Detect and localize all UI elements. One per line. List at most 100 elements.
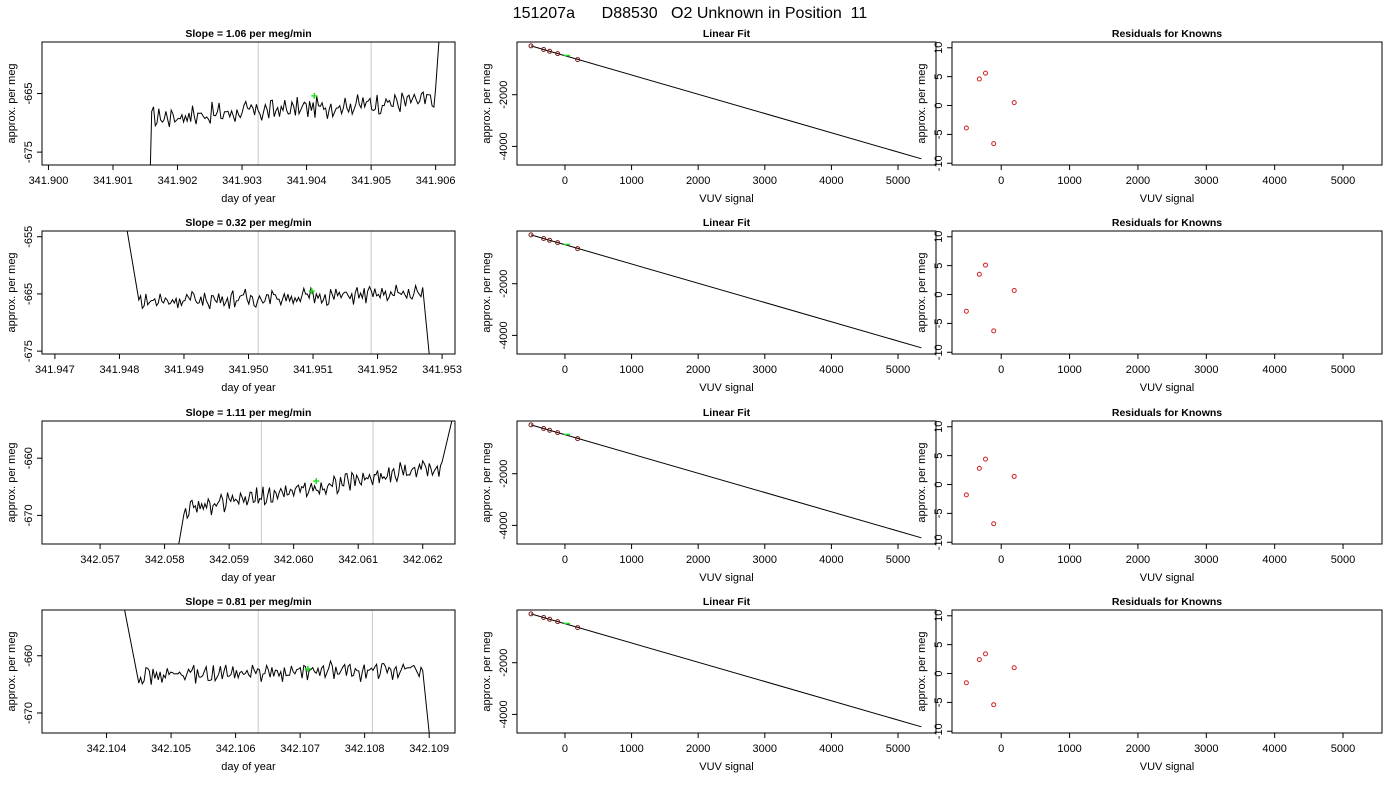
x-tick-label: 5000 <box>886 554 910 566</box>
known-point <box>575 625 581 631</box>
x-tick-label: 341.952 <box>358 364 398 376</box>
x-tick-label: 4000 <box>1262 364 1286 376</box>
panel-r3-resid: Residuals for Knowns 0 1000 2000 3000 4000 500… <box>916 407 1383 584</box>
y-tick-label: -5 <box>933 130 945 140</box>
panel-r3-time: Slope = 1.11 per meg/min 342.057 342.058 34… <box>6 407 456 584</box>
panel-title: Residuals for Knowns <box>1112 217 1222 229</box>
panel-r2-resid: Residuals for Knowns 0 1000 2000 3000 4000 500… <box>916 217 1383 394</box>
y-tick-label: -4000 <box>498 321 510 349</box>
plot-frame <box>516 420 937 545</box>
y-tick-label: -2000 <box>498 81 510 109</box>
y-axis-label: approx. per meg <box>481 442 493 522</box>
x-tick-label: 3000 <box>753 175 777 187</box>
x-tick-label: 2000 <box>1126 175 1150 187</box>
x-tick-label: 342.108 <box>345 743 385 755</box>
plot-frame <box>516 609 937 734</box>
x-tick-label: 4000 <box>819 554 843 566</box>
x-axis-label: day of year <box>221 382 276 394</box>
residual-point <box>991 521 997 527</box>
y-axis-label: approx. per meg <box>916 252 928 332</box>
y-tick-label: -2000 <box>498 460 510 488</box>
plot-area <box>149 42 440 165</box>
x-tick-label: 342.059 <box>209 554 249 566</box>
known-point <box>528 232 534 238</box>
x-tick-label: 3000 <box>753 743 777 755</box>
plot-frame <box>951 41 1383 166</box>
y-tick-label: 10 <box>933 421 945 433</box>
y-axis-label: approx. per meg <box>6 442 18 522</box>
known-point <box>528 611 534 617</box>
residual-point <box>982 70 988 76</box>
fit-line <box>530 424 922 539</box>
x-tick-label: 3000 <box>753 554 777 566</box>
y-axis-label: approx. per meg <box>916 631 928 711</box>
residual-point <box>1011 665 1017 671</box>
data-trace <box>126 231 430 354</box>
x-tick-label: 4000 <box>819 364 843 376</box>
x-axis-label: VUV signal <box>1140 572 1194 584</box>
plot-area <box>124 610 430 733</box>
plot-frame <box>951 230 1383 355</box>
x-tick-label: 3000 <box>1194 364 1218 376</box>
x-tick-label: 342.057 <box>80 554 120 566</box>
y-tick-label: -4000 <box>498 511 510 539</box>
y-axis-label: approx. per meg <box>481 63 493 143</box>
x-tick-label: 1000 <box>1057 175 1081 187</box>
x-tick-label: 341.949 <box>164 364 204 376</box>
x-tick-label: 1000 <box>619 364 643 376</box>
x-tick-label: 341.902 <box>158 175 198 187</box>
y-tick-label: -675 <box>23 340 35 362</box>
x-tick-label: 0 <box>562 743 568 755</box>
x-tick-label: 4000 <box>1262 743 1286 755</box>
x-tick-label: 4000 <box>819 743 843 755</box>
plot-frame <box>41 230 456 355</box>
x-tick-label: 341.950 <box>229 364 269 376</box>
x-tick-label: 2000 <box>686 554 710 566</box>
data-trace <box>124 610 430 733</box>
x-tick-label: 2000 <box>1126 554 1150 566</box>
x-tick-label: 3000 <box>1194 554 1218 566</box>
panel-title: Linear Fit <box>703 407 751 419</box>
x-axis-label: VUV signal <box>1140 193 1194 205</box>
y-tick-label: -665 <box>23 283 35 305</box>
x-axis-label: VUV signal <box>1140 761 1194 773</box>
x-tick-label: 2000 <box>1126 364 1150 376</box>
residual-point <box>963 492 969 498</box>
panel-r4-resid: Residuals for Knowns 0 1000 2000 3000 4000 500… <box>916 596 1383 773</box>
y-tick-label: 10 <box>933 231 945 243</box>
x-tick-label: 341.905 <box>351 175 391 187</box>
residual-point <box>976 657 982 663</box>
plot-area <box>126 231 430 354</box>
known-point <box>541 235 547 241</box>
panel-r1-resid: Residuals for Knowns 0 1000 2000 3000 4000 500… <box>916 28 1383 205</box>
y-tick-label: -10 <box>933 534 945 550</box>
y-tick-label: -675 <box>23 141 35 163</box>
x-tick-label: 341.903 <box>222 175 262 187</box>
y-tick-label: 0 <box>933 481 945 487</box>
y-tick-label: 10 <box>933 610 945 622</box>
x-tick-label: 341.951 <box>293 364 333 376</box>
known-point <box>528 43 534 49</box>
y-tick-label: -5 <box>933 698 945 708</box>
x-tick-label: 5000 <box>886 175 910 187</box>
known-point <box>541 614 547 620</box>
y-tick-label: -665 <box>23 83 35 105</box>
known-point <box>547 48 553 54</box>
x-tick-label: 5000 <box>1331 364 1355 376</box>
y-tick-label: 5 <box>933 263 945 269</box>
known-point <box>547 427 553 433</box>
x-tick-label: 1000 <box>619 743 643 755</box>
x-tick-label: 0 <box>998 743 1004 755</box>
residual-point <box>991 141 997 147</box>
known-point <box>555 430 561 436</box>
x-tick-label: 342.105 <box>151 743 191 755</box>
x-tick-label: 342.058 <box>145 554 185 566</box>
x-tick-label: 2000 <box>686 743 710 755</box>
y-tick-label: -670 <box>23 504 35 526</box>
y-tick-label: -2000 <box>498 270 510 298</box>
plot-frame <box>41 609 456 734</box>
x-axis-label: day of year <box>221 761 276 773</box>
panel-title: Slope = 0.32 per meg/min <box>185 217 311 229</box>
known-point <box>547 616 553 622</box>
